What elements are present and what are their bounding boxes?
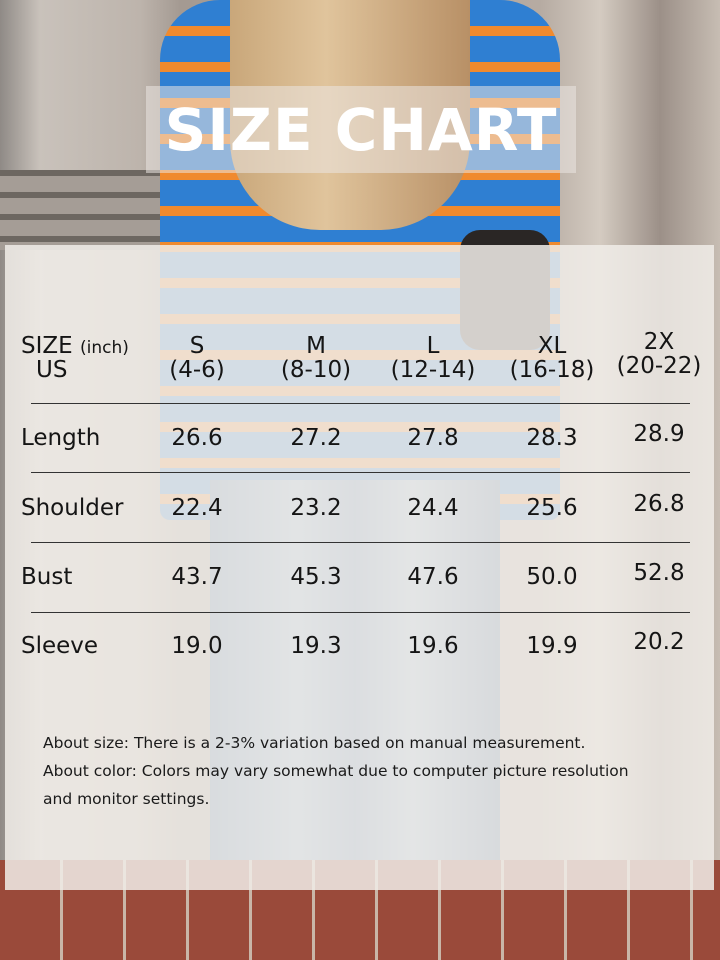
table-cell: 19.6: [407, 633, 459, 659]
table-cell: 45.3: [290, 564, 342, 590]
column-header-size: S: [189, 333, 205, 359]
table-cell: 27.2: [290, 425, 342, 451]
row-divider: [31, 403, 690, 404]
row-divider: [31, 542, 690, 543]
column-header-size: M: [306, 333, 326, 359]
table-cell: 24.4: [407, 495, 459, 521]
column-header-size: 2X: [643, 329, 675, 355]
title-backdrop: [146, 86, 576, 173]
row-divider: [31, 612, 690, 613]
table-cell: 52.8: [633, 560, 685, 586]
column-header-us: (16-18): [509, 357, 595, 383]
table-cell: 19.9: [526, 633, 578, 659]
column-header-us: (8-10): [280, 357, 352, 383]
note-size: About size: There is a 2-3% variation ba…: [43, 734, 586, 752]
row-divider: [31, 472, 690, 473]
column-header-size: XL: [537, 333, 567, 359]
column-header-us: (4-6): [169, 357, 225, 383]
table-cell: 22.4: [171, 495, 223, 521]
table-cell: 23.2: [290, 495, 342, 521]
table-cell: 43.7: [171, 564, 223, 590]
table-cell: 27.8: [407, 425, 459, 451]
table-cell: 28.3: [526, 425, 578, 451]
header-us-label: US: [36, 357, 68, 383]
table-cell: 47.6: [407, 564, 459, 590]
unit-label: (inch): [79, 338, 129, 358]
table-cell: 20.2: [633, 629, 685, 655]
row-label: Bust: [21, 564, 73, 590]
page-title: SIZE CHART: [164, 95, 558, 164]
table-cell: 25.6: [526, 495, 578, 521]
table-cell: 19.0: [171, 633, 223, 659]
size-label: SIZE: [21, 333, 73, 359]
note-color: About color: Colors may vary somewhat du…: [43, 762, 629, 780]
note-color-cont: and monitor settings.: [43, 790, 210, 808]
row-label: Sleeve: [21, 633, 99, 659]
row-label: Shoulder: [21, 495, 124, 521]
column-header-us: (20-22): [616, 353, 702, 379]
size-chart-panel: [5, 245, 714, 890]
column-header-size: L: [426, 333, 440, 359]
table-cell: 19.3: [290, 633, 342, 659]
row-label: Length: [21, 425, 101, 451]
table-cell: 50.0: [526, 564, 578, 590]
table-cell: 28.9: [633, 421, 685, 447]
header-size-label: SIZE (inch): [21, 334, 129, 360]
table-cell: 26.6: [171, 425, 223, 451]
table-cell: 26.8: [633, 491, 685, 517]
column-header-us: (12-14): [390, 357, 476, 383]
